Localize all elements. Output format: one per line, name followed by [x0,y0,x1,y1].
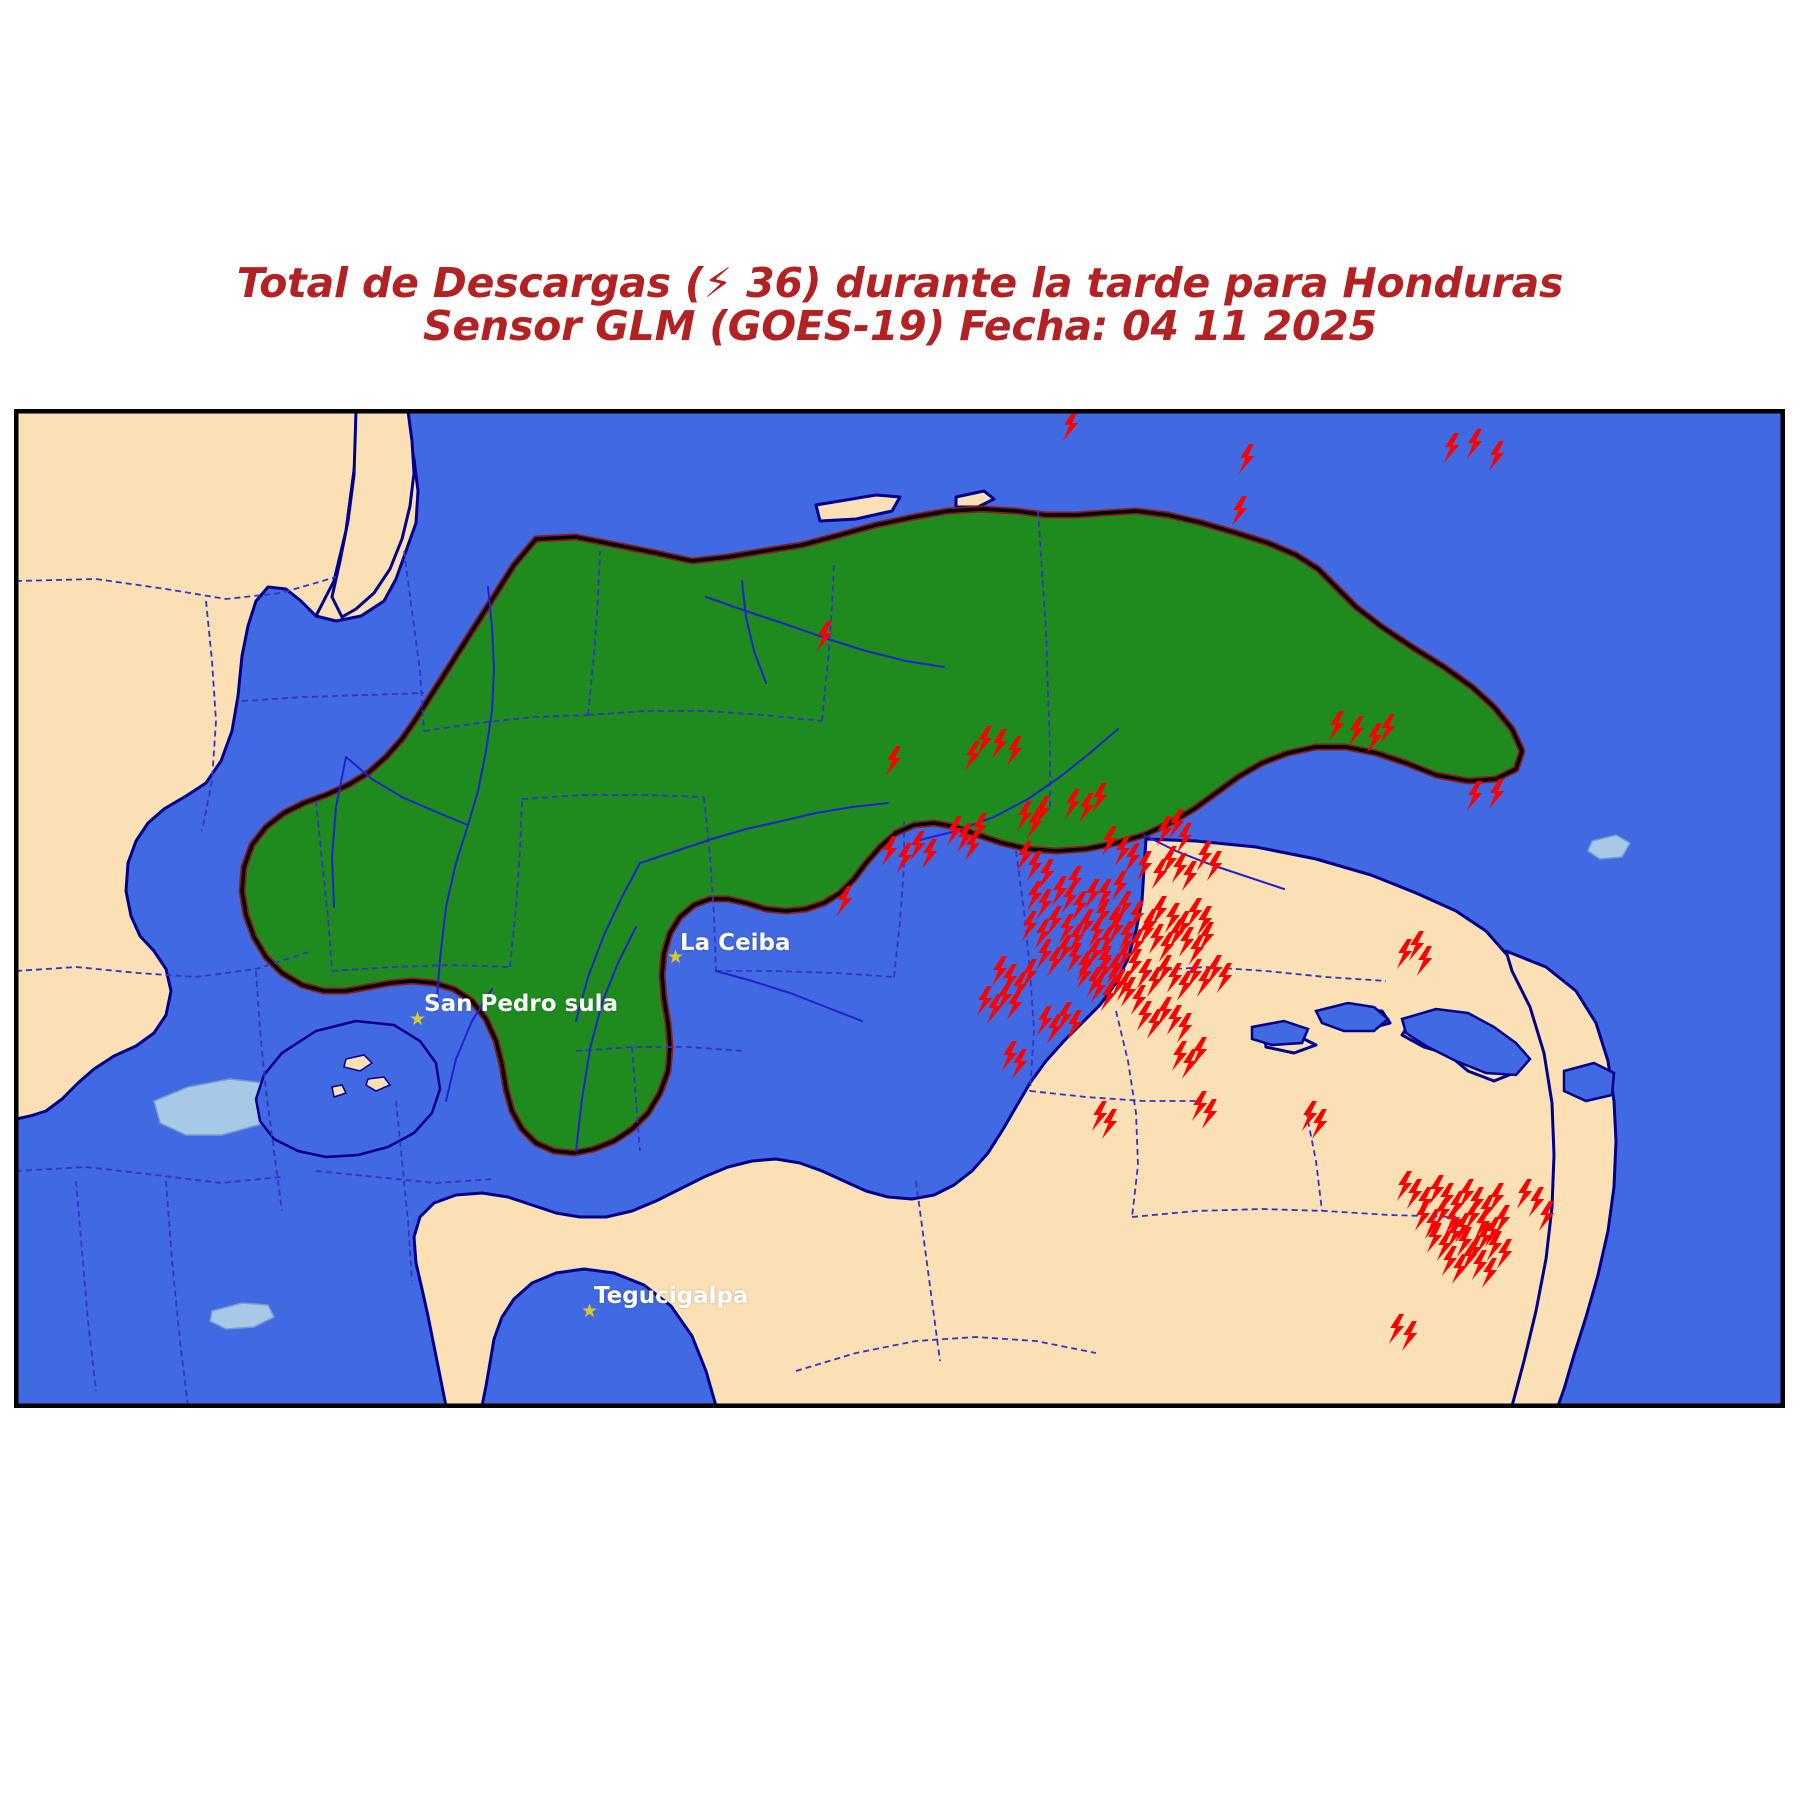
lagoon-caratasca [1400,1007,1532,1077]
map-vector-layer [16,411,1783,1406]
river-nw [330,756,347,908]
lagoon-laguna-sw [1562,1061,1616,1103]
admin-hn-d9 [703,796,717,972]
admin-ni-1 [795,1336,1097,1372]
river-choluteca [575,926,637,1152]
admin-hn-d16 [631,1046,641,1152]
river-humuya [575,862,641,1022]
island-roatan [814,493,902,523]
gulf-of-fonseca [254,1019,442,1159]
admin-line-gt-1 [16,576,337,600]
admin-borders [16,510,1457,1406]
admin-line-gt-7 [165,1180,189,1406]
admin-ni-4 [1131,1208,1457,1218]
fonseca-water [254,1019,442,1159]
admin-ni-5 [1145,966,1387,982]
fonseca-islet-3 [331,1084,348,1098]
lake-polygons [153,834,1632,1330]
admin-hn-d7 [509,798,523,968]
lake-small-sw [209,1302,276,1330]
star-marker-icon: ★ [409,1009,427,1030]
star-marker-icon: ★ [581,1301,599,1322]
land-west-block [16,411,363,1121]
admin-hn-d14 [1037,510,1051,811]
star-marker-icon: ★ [667,947,685,968]
admin-hn-d5 [315,800,333,972]
river-chamelecon [345,756,469,826]
coastal-lagoons [1102,545,1616,1103]
island-guanaja [954,489,996,509]
admin-ni-6 [1305,1110,1323,1212]
title-line-1: Total de Descargas (⚡ 36) durante la tar… [236,259,1564,307]
chart-title: Total de Descargas (⚡ 36) durante la tar… [0,259,1800,351]
admin-line-gt-6 [75,1180,97,1392]
lagoon-brus [1314,1001,1390,1033]
admin-hn-d1 [403,550,425,732]
admin-line-gt-3 [16,950,313,978]
river-laceiba [741,580,767,684]
lagoon-small-ne [1250,1019,1310,1047]
fonseca-islet-2 [365,1076,392,1092]
admin-ni-2 [915,1180,941,1362]
admin-ni-8 [1029,1090,1202,1102]
river-sulaco [639,820,783,864]
river-goascoran [445,988,493,1102]
admin-hn-d8 [521,794,705,800]
map-frame-border [16,411,1783,1406]
admin-line-gt-2 [201,600,217,832]
admin-hn-d4 [241,692,425,702]
river-ulua [435,586,496,1012]
admin-hn-d13 [821,560,835,722]
land-belize [330,411,416,619]
river-guayape [781,802,889,822]
admin-sv-1 [315,1170,495,1184]
admin-hn-d6 [331,964,511,972]
fonseca-islet-1 [343,1054,374,1072]
admin-line-gt-5 [16,1166,282,1184]
admin-hn-d3 [587,550,601,716]
title-line-2: Sensor GLM (GOES-19) Fecha: 04 11 2025 [423,302,1377,351]
admin-hn-d12 [587,710,823,722]
admin-hn-d2 [423,714,589,732]
admin-hn-d15 [575,1046,745,1052]
river-se [715,970,863,1022]
admin-ni-3 [1115,1010,1139,1218]
rivers [330,580,1285,1152]
lake-east-small [1587,834,1632,860]
admin-hn-d11 [893,821,905,978]
map-canvas[interactable]: ★ La Ceiba ★ San Pedro sula ★ Tegucigalp… [14,409,1785,1408]
admin-line-gt-4 [255,970,283,1212]
admin-sv-2 [395,1100,413,1282]
admin-hn-d10 [716,970,895,978]
honduras-coast-outline [240,507,1524,1155]
